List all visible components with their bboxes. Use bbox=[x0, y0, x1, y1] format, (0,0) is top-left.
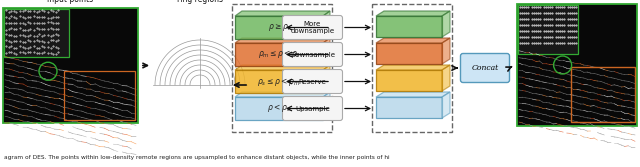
Polygon shape bbox=[235, 11, 330, 16]
Polygon shape bbox=[235, 70, 323, 93]
Bar bbox=[64, 71, 135, 120]
Text: Upsample: Upsample bbox=[295, 106, 330, 112]
Text: Downsample: Downsample bbox=[290, 51, 335, 57]
Polygon shape bbox=[376, 43, 442, 64]
Bar bbox=[518, 5, 578, 54]
Polygon shape bbox=[376, 70, 442, 91]
Polygon shape bbox=[323, 92, 330, 120]
FancyBboxPatch shape bbox=[282, 69, 342, 94]
Bar bbox=[372, 4, 452, 132]
FancyBboxPatch shape bbox=[282, 42, 342, 66]
Bar bbox=[517, 4, 637, 126]
Text: $\rho_s \leq \rho < \rho_m$: $\rho_s \leq \rho < \rho_m$ bbox=[257, 75, 301, 88]
Polygon shape bbox=[235, 38, 330, 43]
Text: $\rho_m \leq \rho < \rho_l$: $\rho_m \leq \rho < \rho_l$ bbox=[258, 48, 300, 60]
Polygon shape bbox=[235, 65, 330, 70]
Text: More
downsample: More downsample bbox=[291, 21, 335, 34]
Polygon shape bbox=[376, 11, 450, 16]
Text: Reserve: Reserve bbox=[299, 78, 326, 85]
Text: Semicircular
ring regions: Semicircular ring regions bbox=[176, 0, 224, 4]
Polygon shape bbox=[323, 11, 330, 39]
Text: Input points: Input points bbox=[47, 0, 93, 4]
Polygon shape bbox=[323, 65, 330, 93]
Bar bbox=[4, 9, 69, 57]
Polygon shape bbox=[323, 38, 330, 66]
FancyBboxPatch shape bbox=[461, 53, 509, 82]
Polygon shape bbox=[376, 16, 442, 37]
Polygon shape bbox=[376, 92, 450, 97]
Polygon shape bbox=[376, 65, 450, 70]
Text: $\rho < \rho_s$: $\rho < \rho_s$ bbox=[267, 103, 291, 115]
Bar bbox=[232, 4, 332, 132]
Polygon shape bbox=[235, 92, 330, 97]
Polygon shape bbox=[442, 92, 450, 118]
Polygon shape bbox=[235, 16, 323, 39]
FancyBboxPatch shape bbox=[282, 16, 342, 40]
Bar bbox=[571, 67, 635, 122]
Polygon shape bbox=[442, 11, 450, 37]
Bar bbox=[3, 8, 138, 123]
Polygon shape bbox=[376, 97, 442, 118]
FancyBboxPatch shape bbox=[282, 97, 342, 121]
Polygon shape bbox=[442, 38, 450, 64]
Text: agram of DES. The points within low-density remote regions are upsampled to enha: agram of DES. The points within low-dens… bbox=[4, 155, 390, 160]
Polygon shape bbox=[235, 43, 323, 66]
Text: Concat: Concat bbox=[472, 64, 499, 72]
Polygon shape bbox=[235, 97, 323, 120]
Polygon shape bbox=[442, 65, 450, 91]
Polygon shape bbox=[376, 38, 450, 43]
Text: $\rho \geq \rho_l$: $\rho \geq \rho_l$ bbox=[268, 22, 291, 33]
